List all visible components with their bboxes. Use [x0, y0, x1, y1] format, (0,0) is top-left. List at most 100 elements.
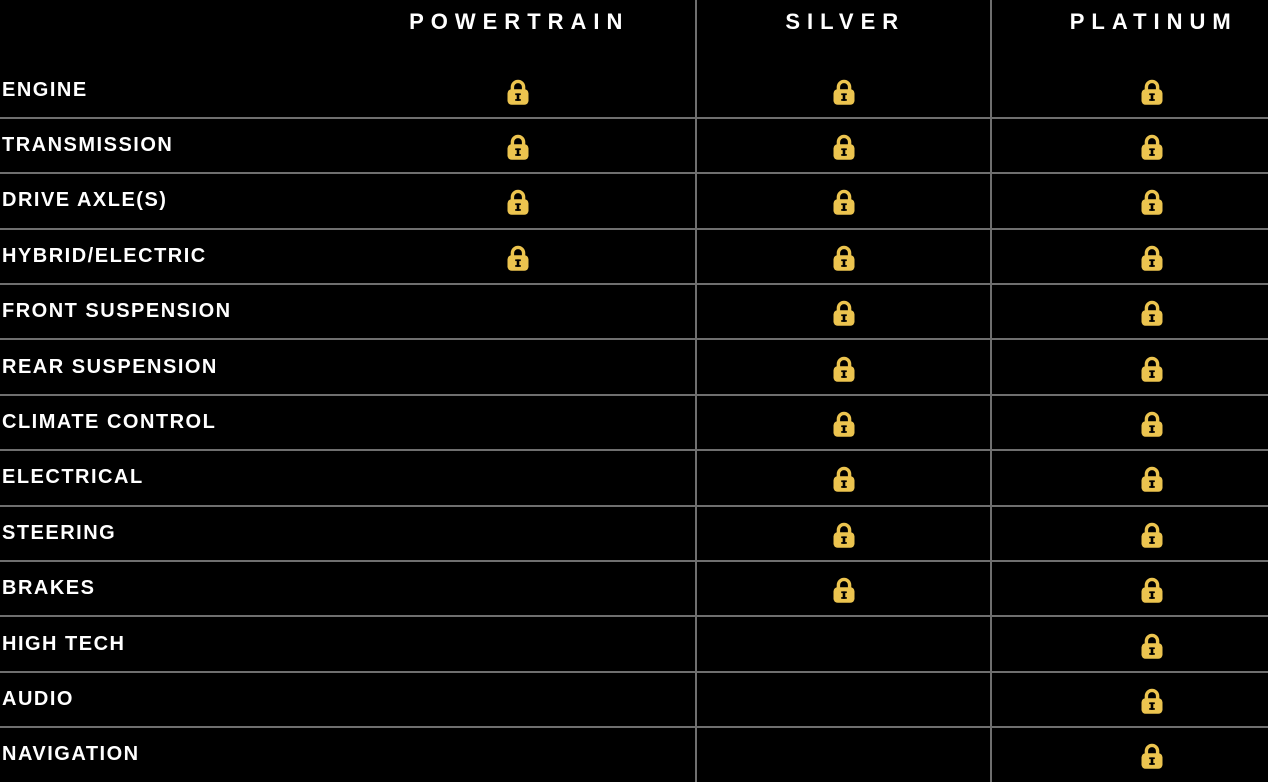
row-label-cell: HIGH TECH — [0, 617, 340, 670]
coverage-cell-powertrain — [340, 617, 695, 670]
table-row: CLIMATE CONTROL — [0, 395, 1268, 452]
coverage-cell-platinum — [992, 507, 1268, 560]
row-label-cell: NAVIGATION — [0, 728, 340, 781]
coverage-cell-platinum — [992, 451, 1268, 504]
coverage-cell-platinum — [992, 673, 1268, 726]
coverage-cell-powertrain — [340, 396, 695, 449]
lock-icon — [1141, 356, 1163, 382]
lock-icon — [1141, 411, 1163, 437]
coverage-cell-silver — [695, 285, 992, 339]
lock-icon — [833, 134, 854, 160]
row-label-cell: AUDIO — [0, 673, 340, 726]
row-label: NAVIGATION — [2, 743, 140, 766]
row-label-cell: FRONT SUSPENSION — [0, 285, 340, 338]
row-label: FRONT SUSPENSION — [2, 300, 232, 323]
lock-icon — [1141, 134, 1163, 160]
lock-icon — [833, 522, 854, 548]
row-label: REAR SUSPENSION — [2, 355, 218, 378]
lock-icon — [1141, 688, 1163, 714]
lock-icon — [1141, 190, 1163, 216]
lock-icon — [833, 467, 854, 493]
lock-icon — [1141, 245, 1163, 271]
coverage-cell-powertrain — [340, 728, 695, 781]
table-row: BRAKES — [0, 562, 1268, 618]
lock-icon — [833, 190, 854, 216]
table-row: ENGINE — [0, 63, 1268, 119]
coverage-cell-powertrain — [340, 562, 695, 615]
coverage-cell-silver — [695, 395, 992, 450]
row-label: CLIMATE CONTROL — [2, 411, 217, 434]
row-label-cell: BRAKES — [0, 562, 340, 615]
lock-icon — [1141, 633, 1163, 659]
table-row: REAR SUSPENSION — [0, 340, 1268, 396]
lock-icon — [1141, 79, 1163, 105]
coverage-cell-silver — [695, 118, 992, 173]
column-header-platinum: PLATINUM — [992, 0, 1268, 64]
table-row: ELECTRICAL — [0, 451, 1268, 507]
lock-icon — [833, 301, 854, 327]
table-row: DRIVE AXLE(S) — [0, 174, 1268, 230]
lock-icon — [833, 577, 854, 604]
coverage-cell-silver — [695, 728, 992, 782]
coverage-cell-powertrain — [340, 119, 695, 172]
row-label: ELECTRICAL — [2, 466, 144, 489]
row-label: TRANSMISSION — [2, 134, 174, 157]
coverage-cell-platinum — [992, 285, 1268, 338]
lock-icon — [507, 245, 528, 271]
table-row: FRONT SUSPENSION — [0, 285, 1268, 341]
row-label: STEERING — [2, 521, 117, 544]
coverage-cell-silver — [695, 63, 992, 117]
coverage-cell-platinum — [992, 617, 1268, 670]
coverage-cell-silver — [695, 617, 992, 671]
lock-icon — [833, 356, 854, 382]
table-row: NAVIGATION — [0, 728, 1268, 782]
coverage-cell-powertrain — [340, 340, 695, 393]
lock-icon — [1141, 522, 1163, 548]
column-header-label: SILVER — [785, 9, 906, 34]
lock-icon — [833, 411, 854, 437]
coverage-cell-platinum — [992, 728, 1268, 781]
coverage-cell-platinum — [992, 174, 1268, 227]
coverage-cell-platinum — [992, 119, 1268, 172]
table-row: AUDIO — [0, 672, 1268, 729]
column-header-label: POWERTRAIN — [409, 9, 630, 34]
table-row: HYBRID/ELECTRIC — [0, 229, 1268, 286]
column-header-powertrain: POWERTRAIN — [340, 0, 695, 64]
coverage-cell-powertrain — [340, 507, 695, 560]
coverage-cell-silver — [695, 672, 992, 727]
coverage-cell-silver — [695, 506, 992, 561]
coverage-cell-silver — [695, 174, 992, 228]
coverage-cell-platinum — [992, 64, 1268, 117]
lock-icon — [507, 190, 528, 216]
row-label: BRAKES — [2, 577, 96, 600]
coverage-cell-powertrain — [340, 673, 695, 726]
table-row: STEERING — [0, 506, 1268, 563]
row-label-cell: ENGINE — [0, 64, 340, 117]
row-label-cell: DRIVE AXLE(S) — [0, 174, 340, 227]
coverage-cell-silver — [695, 562, 992, 616]
row-label-cell: CLIMATE CONTROL — [0, 396, 340, 449]
coverage-cell-powertrain — [340, 64, 695, 117]
lock-icon — [1141, 577, 1163, 604]
row-label: DRIVE AXLE(S) — [2, 189, 168, 212]
coverage-cell-powertrain — [340, 451, 695, 504]
coverage-cell-platinum — [992, 562, 1268, 615]
coverage-table-body: ENGINE TRANSMISSION DRIVE AXLE(S) — [0, 63, 1268, 782]
header-row: POWERTRAIN SILVER PLATINUM — [0, 0, 1268, 64]
row-label-cell: ELECTRICAL — [0, 451, 340, 504]
lock-icon — [833, 79, 854, 105]
row-label: HIGH TECH — [2, 632, 126, 655]
coverage-cell-platinum — [992, 396, 1268, 449]
header-spacer — [0, 0, 340, 64]
coverage-cell-powertrain — [340, 230, 695, 283]
row-label: ENGINE — [2, 78, 88, 101]
row-label: HYBRID/ELECTRIC — [2, 244, 207, 267]
row-label-cell: REAR SUSPENSION — [0, 340, 340, 393]
column-header-silver: SILVER — [695, 0, 992, 64]
coverage-cell-silver — [695, 229, 992, 284]
coverage-cell-powertrain — [340, 285, 695, 338]
row-label: AUDIO — [2, 687, 74, 710]
lock-icon — [1141, 467, 1163, 493]
lock-icon — [507, 134, 528, 160]
column-header-label: PLATINUM — [1069, 9, 1238, 34]
